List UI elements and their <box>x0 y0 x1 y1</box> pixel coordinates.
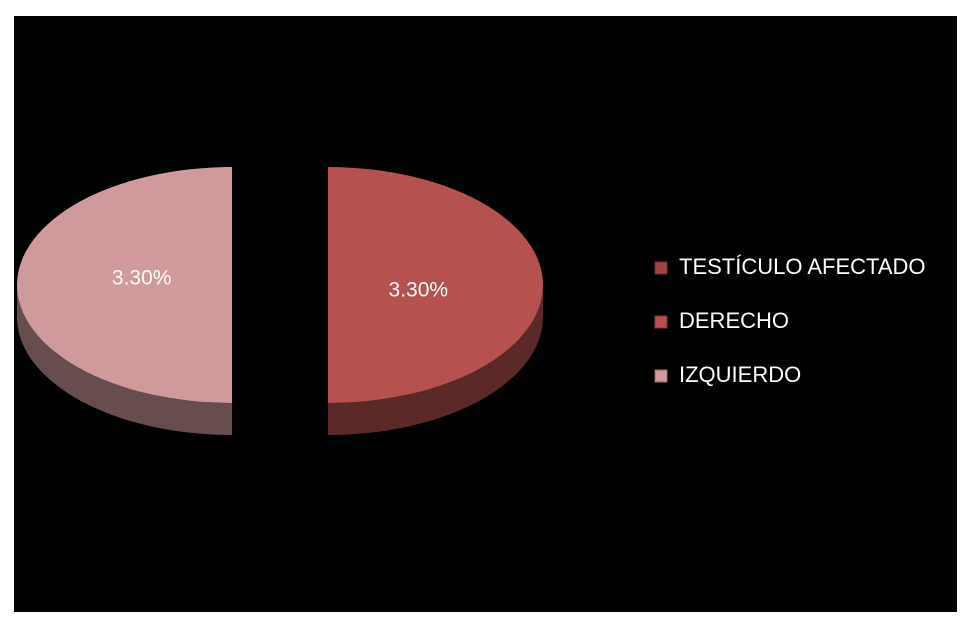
legend-label: DERECHO <box>679 308 789 333</box>
legend-swatch <box>654 315 668 329</box>
legend-swatch <box>654 369 668 383</box>
data-label: 3.30% <box>389 279 449 302</box>
data-label: 3.30% <box>112 267 172 290</box>
slice-side <box>17 285 232 435</box>
pie-slice <box>17 167 232 403</box>
legend-label: TESTÍCULO AFECTADO <box>679 254 926 279</box>
slice-side <box>328 285 543 435</box>
legend-swatch <box>654 261 668 275</box>
legend-label: IZQUIERDO <box>679 362 801 387</box>
pie-slice <box>328 167 543 403</box>
